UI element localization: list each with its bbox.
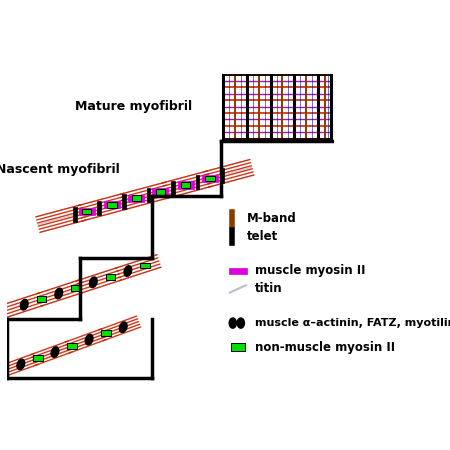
Ellipse shape	[90, 277, 97, 288]
Bar	[101, 330, 111, 336]
Bar	[156, 189, 165, 195]
Bar	[104, 201, 120, 208]
Bar	[147, 188, 150, 202]
Ellipse shape	[20, 299, 28, 310]
Bar	[129, 194, 144, 202]
Bar	[181, 182, 190, 188]
Bar	[171, 181, 175, 196]
Bar	[79, 208, 94, 215]
Ellipse shape	[119, 322, 127, 333]
Ellipse shape	[229, 318, 236, 328]
Bar	[153, 188, 168, 195]
Bar	[82, 209, 91, 215]
Ellipse shape	[124, 266, 132, 276]
Ellipse shape	[55, 288, 63, 299]
Bar	[107, 202, 117, 208]
Bar	[178, 181, 194, 189]
Ellipse shape	[51, 347, 59, 357]
Bar	[33, 356, 43, 361]
Bar	[68, 343, 77, 349]
Bar	[122, 194, 126, 209]
Text: Mature myofibril: Mature myofibril	[76, 100, 193, 113]
Bar	[37, 296, 46, 302]
Bar	[106, 274, 115, 279]
Text: non-muscle myosin II: non-muscle myosin II	[255, 341, 396, 354]
Ellipse shape	[237, 318, 244, 328]
Bar	[223, 75, 331, 139]
Bar	[229, 267, 247, 274]
Text: titin: titin	[255, 283, 283, 296]
Bar	[98, 201, 101, 216]
Text: M-band: M-band	[247, 212, 297, 225]
Bar	[132, 195, 141, 201]
Ellipse shape	[85, 334, 93, 345]
Text: muscle myosin II: muscle myosin II	[255, 264, 366, 277]
Bar	[72, 285, 81, 291]
Bar	[206, 176, 215, 181]
Bar	[196, 175, 199, 189]
Ellipse shape	[17, 359, 25, 370]
Bar	[230, 343, 245, 351]
Bar	[202, 175, 218, 182]
Bar	[73, 207, 77, 222]
Text: telet: telet	[247, 230, 278, 243]
Bar	[220, 168, 224, 183]
Bar	[140, 262, 150, 268]
Text: muscle α–actinin, FATZ, myotilin: muscle α–actinin, FATZ, myotilin	[255, 318, 450, 328]
Text: Nascent myofibril: Nascent myofibril	[0, 162, 120, 176]
